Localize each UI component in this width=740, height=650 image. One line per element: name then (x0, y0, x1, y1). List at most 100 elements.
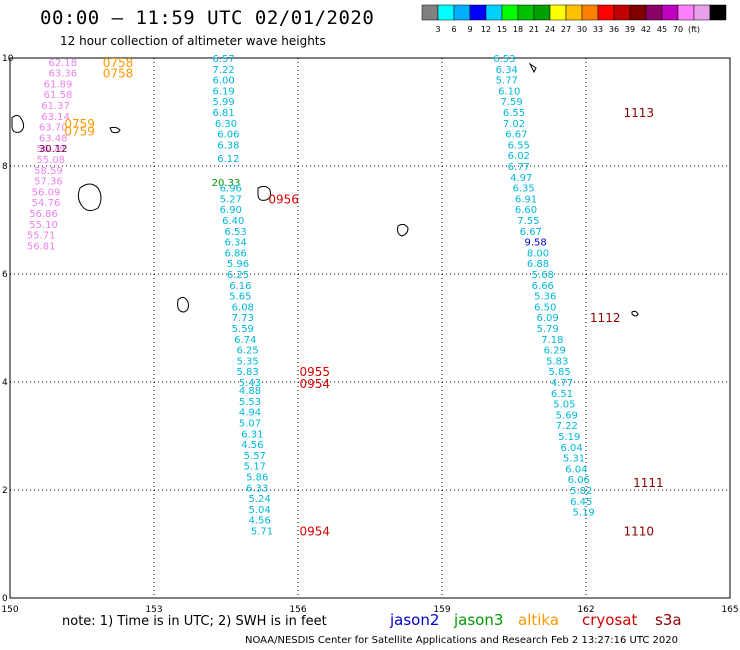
wave-height-label: 5.24 (248, 494, 270, 505)
wave-height-label: 6.77 (508, 162, 530, 173)
colorbar-label: 27 (561, 25, 571, 34)
wave-height-label: 7.02 (503, 119, 525, 130)
wave-height-label: 6.40 (222, 216, 244, 227)
x-tick-label: 153 (145, 605, 162, 615)
wave-height-label: 5.82 (570, 486, 592, 497)
colorbar-label: 24 (545, 25, 555, 34)
colorbar-swatch (485, 4, 503, 21)
wave-height-label: 6.45 (570, 497, 592, 508)
colorbar-swatch (453, 4, 471, 21)
wave-height-label: 55.71 (27, 231, 56, 242)
wave-height-label: 5.77 (496, 76, 518, 87)
wave-height-label: 5.96 (227, 259, 249, 270)
colorbar-swatch (693, 4, 711, 21)
wave-height-label: 62.18 (48, 58, 77, 69)
wave-height-label: 5.83 (546, 356, 568, 367)
colorbar-swatch (437, 4, 455, 21)
credit-line: NOAA/NESDIS Center for Satellite Applica… (245, 635, 678, 646)
wave-height-label: 6.55 (503, 108, 525, 119)
wave-height-label: 61.58 (44, 90, 73, 101)
colorbar-label: (ft) (688, 25, 700, 34)
wave-height-label: 7.18 (541, 335, 563, 346)
pass-time-label: 1112 (590, 311, 621, 325)
wave-height-label: 5.43 (239, 378, 261, 389)
wave-height-label: 5.68 (532, 270, 554, 281)
colorbar-swatch (645, 4, 663, 21)
wave-height-label: 63.70 (39, 123, 68, 134)
y-tick-label: 10 (2, 54, 14, 64)
wave-height-label: 4.88 (239, 386, 261, 397)
colorbar-swatch (677, 4, 695, 21)
wave-height-label: 6.81 (212, 108, 234, 119)
x-tick-label: 156 (289, 605, 306, 615)
wave-height-label: 6.25 (227, 270, 249, 281)
wave-height-label: 5.69 (556, 410, 578, 421)
x-tick-label: 159 (433, 605, 450, 615)
wave-height-label: 6.35 (512, 184, 534, 195)
colorbar-swatch (469, 4, 487, 21)
legend-entry: jason3 (453, 611, 503, 629)
wave-height-label: 6.74 (234, 335, 256, 346)
legend-entry: s3a (655, 611, 682, 629)
wave-height-label: 63.48 (39, 133, 68, 144)
wave-height-label: 5.04 (248, 505, 270, 516)
wave-height-label: 5.27 (220, 194, 242, 205)
wave-height-label: 4.77 (551, 378, 573, 389)
legend-entry: cryosat (582, 611, 637, 629)
island-outline (109, 126, 121, 134)
wave-height-label: 9.58 (524, 238, 546, 249)
wave-height-label: 6.86 (224, 248, 246, 259)
wave-height-label: 5.35 (236, 356, 258, 367)
colorbar-label: 9 (467, 25, 472, 34)
wave-height-label: 56.86 (29, 209, 58, 220)
wave-height-label: 5.07 (239, 419, 261, 430)
colorbar-label: 15 (497, 25, 507, 34)
wave-height-label: 5.71 (251, 527, 273, 538)
wave-height-label: 6.66 (532, 281, 554, 292)
y-tick-label: 0 (2, 594, 8, 604)
x-tick-label: 162 (577, 605, 594, 615)
colorbar-swatch (709, 4, 727, 21)
wave-height-label: 30.12 (39, 144, 68, 155)
colorbar-label: 39 (625, 25, 635, 34)
wave-height-label: 6.06 (217, 130, 239, 141)
island-outline (177, 296, 189, 313)
y-tick-label: 4 (2, 378, 8, 388)
island-outline (77, 183, 102, 212)
wave-height-label: 7.55 (517, 216, 539, 227)
wave-height-label: 6.04 (560, 443, 582, 454)
wave-height-label: 6.10 (498, 86, 520, 97)
wave-height-label: 5.19 (558, 432, 580, 443)
chart-subtitle: 12 hour collection of altimeter wave hei… (60, 34, 326, 48)
wave-height-label: 5.17 (244, 462, 266, 473)
wave-height-label: 6.29 (544, 346, 566, 357)
y-tick-label: 8 (2, 162, 8, 172)
wave-height-label: 5.57 (244, 451, 266, 462)
colorbar-label: 42 (641, 25, 651, 34)
wave-height-label: 6.08 (232, 302, 254, 313)
colorbar-swatch (517, 4, 535, 21)
wave-height-label: 6.53 (224, 227, 246, 238)
colorbar-swatch (581, 4, 599, 21)
wave-height-label: 6.55 (508, 140, 530, 151)
wave-height-label: 8.00 (527, 248, 549, 259)
wave-height-label: 55.08 (36, 155, 65, 166)
wave-height-label: 6.96 (220, 184, 242, 195)
wave-height-label: 63.14 (41, 112, 70, 123)
wave-height-label: 5.65 (229, 292, 251, 303)
wave-height-label: 5.59 (232, 324, 254, 335)
chart-title: 00:00 – 11:59 UTC 02/01/2020 (40, 7, 375, 29)
colorbar-swatch (613, 4, 631, 21)
legend-entry: jason2 (389, 611, 439, 629)
island-outline (528, 62, 537, 74)
footnote-text: note: 1) Time is in UTC; 2) SWH is in fe… (62, 614, 327, 629)
wave-height-label: 4.97 (510, 173, 532, 184)
colorbar-label: 30 (577, 25, 587, 34)
wave-height-label: 6.09 (536, 313, 558, 324)
colorbar-label: 36 (609, 25, 619, 34)
wave-height-label: 20.33 (212, 178, 241, 189)
wave-height-label: 6.51 (551, 389, 573, 400)
wave-height-label: 57.36 (34, 177, 63, 188)
wave-height-label: 6.38 (217, 140, 239, 151)
